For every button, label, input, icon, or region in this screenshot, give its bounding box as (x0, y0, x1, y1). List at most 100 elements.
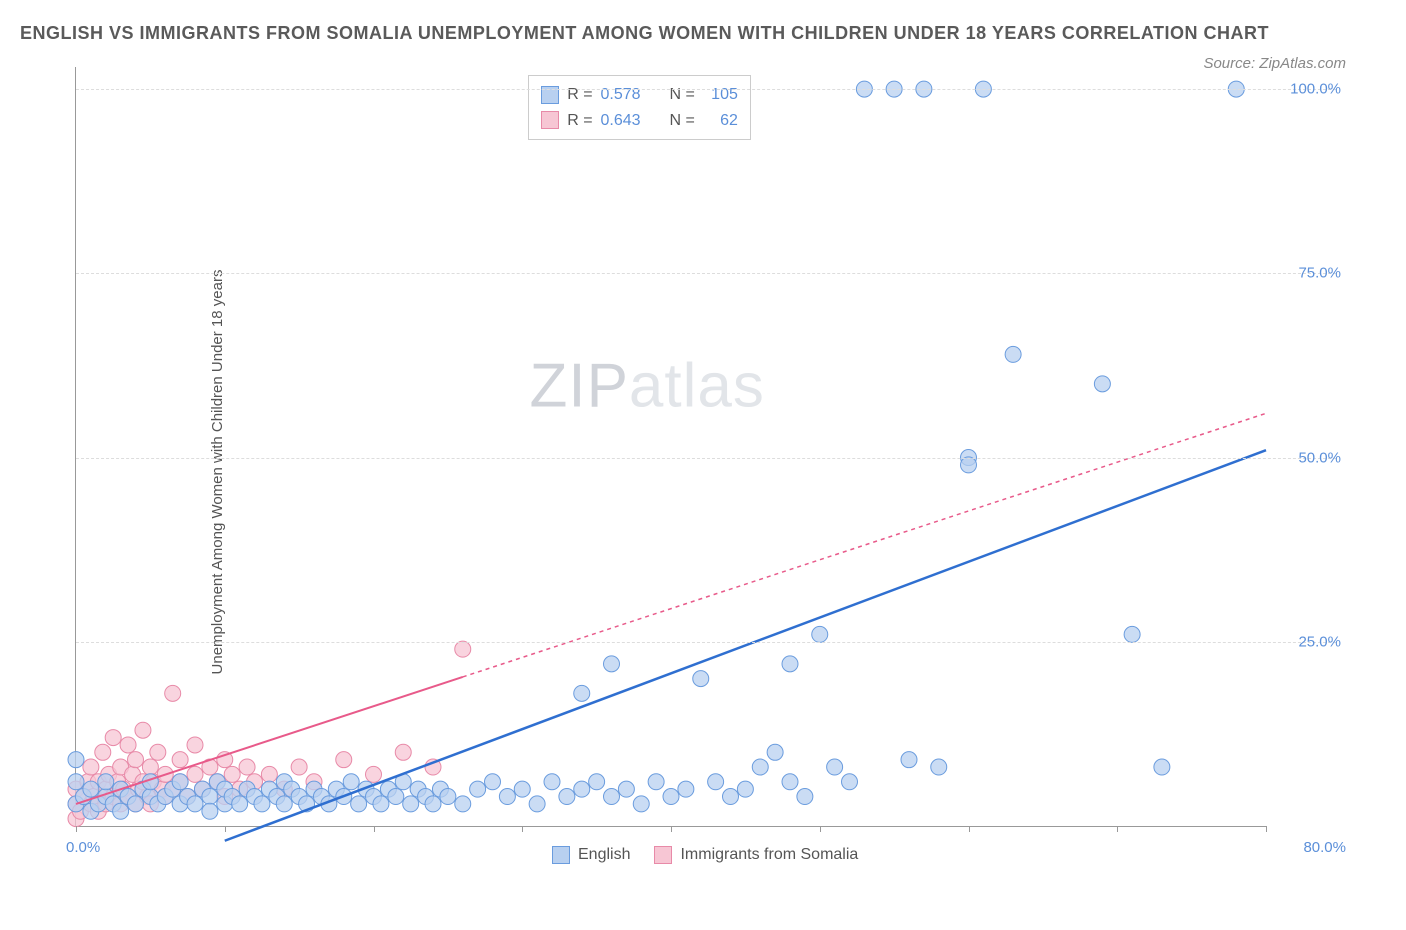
data-point (604, 656, 620, 672)
data-point (633, 796, 649, 812)
data-point (343, 774, 359, 790)
data-point (1005, 346, 1021, 362)
data-point (827, 759, 843, 775)
chart-title: ENGLISH VS IMMIGRANTS FROM SOMALIA UNEMP… (20, 20, 1386, 47)
data-point (455, 796, 471, 812)
data-point (782, 656, 798, 672)
data-point (336, 752, 352, 768)
scatter-plot-svg (76, 67, 1266, 826)
data-point (455, 641, 471, 657)
swatch-english-bottom (552, 846, 570, 864)
data-point (425, 796, 441, 812)
data-point (165, 685, 181, 701)
y-tick-label: 100.0% (1290, 81, 1341, 98)
n-value-english: 105 (703, 82, 738, 108)
data-point (128, 752, 144, 768)
data-point (261, 766, 277, 782)
legend-item-somalia: Immigrants from Somalia (654, 846, 858, 864)
y-tick-label: 25.0% (1298, 633, 1341, 650)
data-point (723, 789, 739, 805)
data-point (187, 766, 203, 782)
plot-area: ZIPatlas R = 0.578 N = 105 R = 0.643 N =… (75, 67, 1266, 827)
n-label: N = (670, 108, 695, 134)
data-point (440, 789, 456, 805)
data-point (120, 737, 136, 753)
data-point (388, 789, 404, 805)
x-axis-min-label: 0.0% (66, 839, 100, 856)
legend-label-english: English (578, 846, 630, 864)
data-point (797, 789, 813, 805)
data-point (172, 774, 188, 790)
data-point (403, 796, 419, 812)
data-point (752, 759, 768, 775)
x-axis-max-label: 80.0% (1303, 839, 1346, 856)
data-point (187, 737, 203, 753)
legend-stats-row-english: R = 0.578 N = 105 (541, 82, 738, 108)
data-point (232, 796, 248, 812)
data-point (648, 774, 664, 790)
data-point (276, 796, 292, 812)
data-point (589, 774, 605, 790)
data-point (514, 781, 530, 797)
data-point (901, 752, 917, 768)
data-point (574, 781, 590, 797)
data-point (663, 789, 679, 805)
legend-item-english: English (552, 846, 630, 864)
trend-line-somalia-dashed (463, 413, 1266, 677)
data-point (224, 766, 240, 782)
legend-stats-row-somalia: R = 0.643 N = 62 (541, 108, 738, 134)
legend-label-somalia: Immigrants from Somalia (680, 846, 858, 864)
data-point (105, 730, 121, 746)
data-point (1094, 376, 1110, 392)
swatch-somalia (541, 111, 559, 129)
y-tick-label: 75.0% (1298, 265, 1341, 282)
data-point (366, 766, 382, 782)
data-point (842, 774, 858, 790)
data-point (202, 789, 218, 805)
data-point (68, 752, 84, 768)
data-point (559, 789, 575, 805)
data-point (395, 744, 411, 760)
data-point (1124, 626, 1140, 642)
data-point (737, 781, 753, 797)
data-point (693, 671, 709, 687)
data-point (961, 457, 977, 473)
data-point (574, 685, 590, 701)
chart-container: Unemployment Among Women with Children U… (20, 57, 1386, 887)
data-point (351, 796, 367, 812)
r-value-english: 0.578 (601, 82, 656, 108)
r-value-somalia: 0.643 (601, 108, 656, 134)
r-label: R = (567, 82, 592, 108)
data-point (172, 752, 188, 768)
data-point (113, 803, 129, 819)
legend-stats-box: R = 0.578 N = 105 R = 0.643 N = 62 (528, 75, 751, 140)
data-point (678, 781, 694, 797)
data-point (529, 796, 545, 812)
data-point (128, 796, 144, 812)
data-point (83, 759, 99, 775)
swatch-somalia-bottom (654, 846, 672, 864)
data-point (499, 789, 515, 805)
data-point (485, 774, 501, 790)
data-point (782, 774, 798, 790)
data-point (767, 744, 783, 760)
data-point (708, 774, 724, 790)
n-value-somalia: 62 (703, 108, 738, 134)
data-point (98, 774, 114, 790)
data-point (239, 759, 255, 775)
data-point (95, 744, 111, 760)
data-point (812, 626, 828, 642)
data-point (83, 781, 99, 797)
data-point (544, 774, 560, 790)
data-point (470, 781, 486, 797)
data-point (618, 781, 634, 797)
data-point (135, 722, 151, 738)
legend-bottom: English Immigrants from Somalia (552, 846, 858, 864)
data-point (187, 796, 203, 812)
data-point (291, 759, 307, 775)
data-point (202, 803, 218, 819)
data-point (931, 759, 947, 775)
data-point (254, 796, 270, 812)
data-point (150, 744, 166, 760)
data-point (604, 789, 620, 805)
